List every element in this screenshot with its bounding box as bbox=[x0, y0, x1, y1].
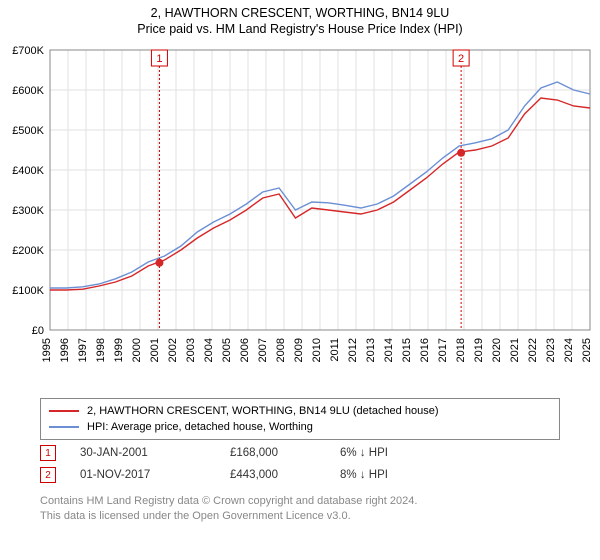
svg-text:2011: 2011 bbox=[329, 338, 341, 362]
chart-title: 2, HAWTHORN CRESCENT, WORTHING, BN14 9LU… bbox=[0, 0, 600, 36]
table-row: 1 30-JAN-2001 £168,000 6% ↓ HPI bbox=[40, 442, 560, 464]
svg-text:1998: 1998 bbox=[95, 338, 107, 362]
svg-text:2002: 2002 bbox=[167, 338, 179, 362]
svg-text:£600K: £600K bbox=[12, 85, 44, 97]
svg-text:2022: 2022 bbox=[527, 338, 539, 362]
svg-text:2023: 2023 bbox=[545, 338, 557, 362]
svg-text:£400K: £400K bbox=[12, 165, 44, 177]
svg-text:2017: 2017 bbox=[437, 338, 449, 362]
svg-text:1996: 1996 bbox=[59, 338, 71, 362]
title-line-2: Price paid vs. HM Land Registry's House … bbox=[0, 22, 600, 36]
svg-text:2025: 2025 bbox=[581, 338, 593, 362]
svg-text:2019: 2019 bbox=[473, 338, 485, 362]
price-cell: £168,000 bbox=[230, 447, 340, 459]
price-cell: £443,000 bbox=[230, 469, 340, 481]
license-text: Contains HM Land Registry data © Crown c… bbox=[40, 494, 417, 524]
table-row: 2 01-NOV-2017 £443,000 8% ↓ HPI bbox=[40, 464, 560, 486]
svg-text:2004: 2004 bbox=[203, 338, 215, 362]
svg-text:£0: £0 bbox=[32, 325, 44, 337]
data-points-table: 1 30-JAN-2001 £168,000 6% ↓ HPI 2 01-NOV… bbox=[40, 442, 560, 486]
marker-badge: 1 bbox=[40, 445, 56, 461]
svg-text:2008: 2008 bbox=[275, 338, 287, 362]
legend: 2, HAWTHORN CRESCENT, WORTHING, BN14 9LU… bbox=[40, 398, 560, 440]
svg-text:1995: 1995 bbox=[41, 338, 53, 362]
svg-text:2009: 2009 bbox=[293, 338, 305, 362]
license-line: Contains HM Land Registry data © Crown c… bbox=[40, 494, 417, 509]
svg-text:£500K: £500K bbox=[12, 125, 44, 137]
svg-text:2015: 2015 bbox=[401, 338, 413, 362]
svg-text:2018: 2018 bbox=[455, 338, 467, 362]
svg-text:£200K: £200K bbox=[12, 245, 44, 257]
date-cell: 30-JAN-2001 bbox=[80, 447, 230, 459]
svg-text:2012: 2012 bbox=[347, 338, 359, 362]
svg-text:2020: 2020 bbox=[491, 338, 503, 362]
svg-text:2010: 2010 bbox=[311, 338, 323, 362]
svg-text:2000: 2000 bbox=[131, 338, 143, 362]
svg-text:2024: 2024 bbox=[563, 338, 575, 362]
svg-text:2016: 2016 bbox=[419, 338, 431, 362]
svg-text:£300K: £300K bbox=[12, 205, 44, 217]
svg-text:2007: 2007 bbox=[257, 338, 269, 362]
legend-item: HPI: Average price, detached house, Wort… bbox=[49, 419, 551, 435]
svg-text:1997: 1997 bbox=[77, 338, 89, 362]
legend-item: 2, HAWTHORN CRESCENT, WORTHING, BN14 9LU… bbox=[49, 403, 551, 419]
svg-text:2021: 2021 bbox=[509, 338, 521, 362]
svg-text:2014: 2014 bbox=[383, 338, 395, 362]
svg-text:2001: 2001 bbox=[149, 338, 161, 362]
legend-swatch bbox=[49, 426, 79, 428]
legend-label: 2, HAWTHORN CRESCENT, WORTHING, BN14 9LU… bbox=[87, 405, 438, 417]
svg-text:1: 1 bbox=[156, 53, 162, 65]
pct-cell: 6% ↓ HPI bbox=[340, 447, 490, 459]
license-line: This data is licensed under the Open Gov… bbox=[40, 509, 417, 524]
svg-text:2003: 2003 bbox=[185, 338, 197, 362]
marker-badge: 2 bbox=[40, 467, 56, 483]
pct-cell: 8% ↓ HPI bbox=[340, 469, 490, 481]
svg-text:2013: 2013 bbox=[365, 338, 377, 362]
svg-text:2006: 2006 bbox=[239, 338, 251, 362]
price-chart: £0£100K£200K£300K£400K£500K£600K£700K199… bbox=[50, 50, 590, 375]
svg-text:2: 2 bbox=[458, 53, 464, 65]
svg-text:£100K: £100K bbox=[12, 285, 44, 297]
legend-swatch bbox=[49, 410, 79, 412]
svg-text:£700K: £700K bbox=[12, 45, 44, 57]
svg-text:1999: 1999 bbox=[113, 338, 125, 362]
svg-text:2005: 2005 bbox=[221, 338, 233, 362]
title-line-1: 2, HAWTHORN CRESCENT, WORTHING, BN14 9LU bbox=[0, 6, 600, 20]
date-cell: 01-NOV-2017 bbox=[80, 469, 230, 481]
legend-label: HPI: Average price, detached house, Wort… bbox=[87, 421, 313, 433]
